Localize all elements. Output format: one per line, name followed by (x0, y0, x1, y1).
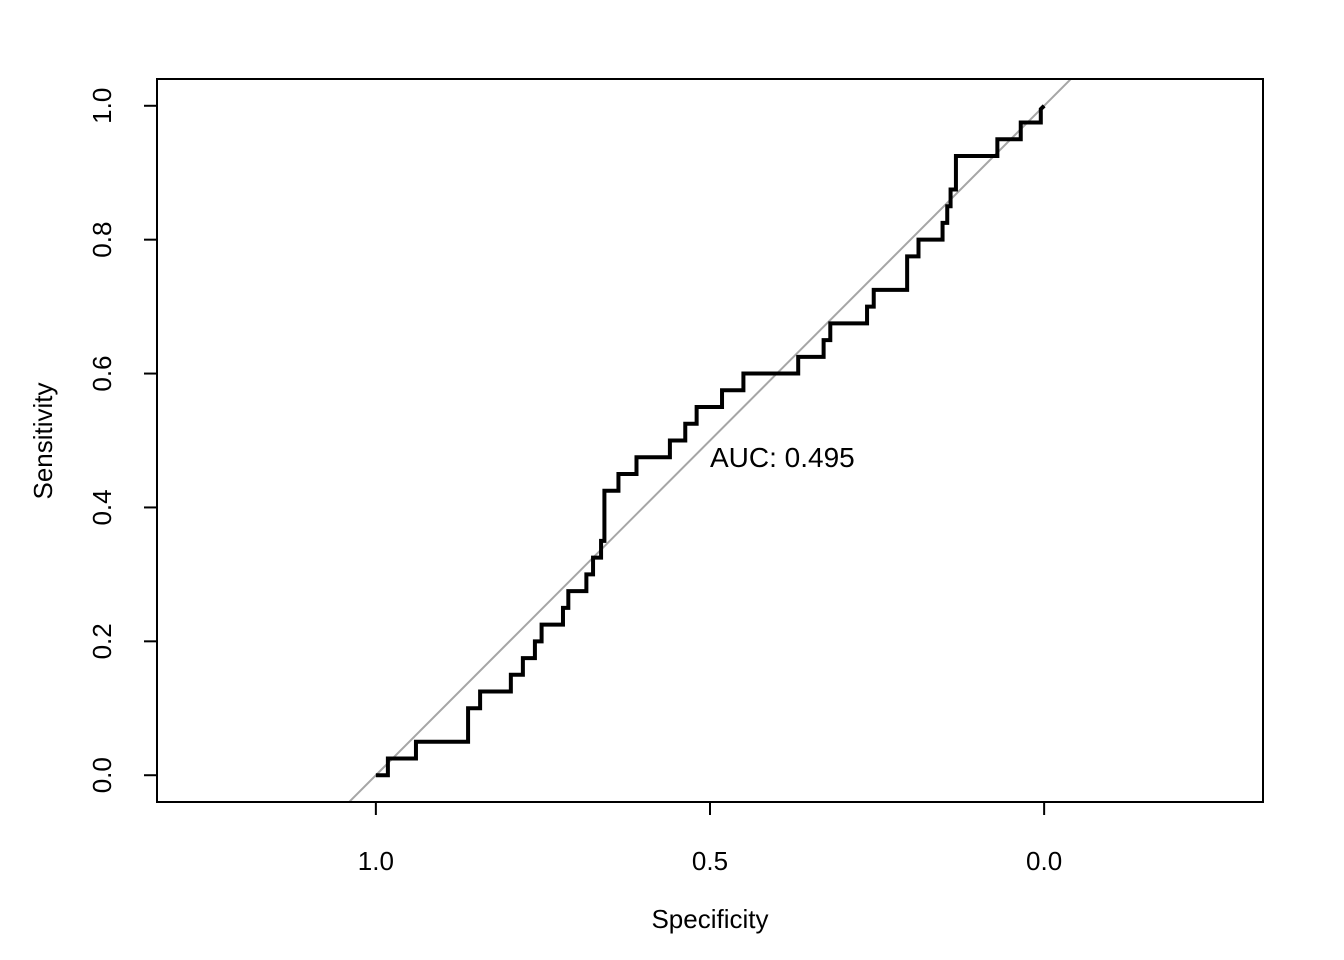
y-tick-label: 0.8 (87, 222, 117, 258)
y-tick-label: 0.4 (87, 489, 117, 525)
x-tick-label: 1.0 (358, 846, 394, 876)
y-tick-label: 0.2 (87, 623, 117, 659)
reference-diagonal-line (347, 79, 1073, 802)
roc-curve-line (375, 104, 1046, 778)
auc-annotation: AUC: 0.495 (710, 442, 855, 473)
y-tick-label: 1.0 (87, 88, 117, 124)
y-tick-label: 0.0 (87, 757, 117, 793)
y-tick-label: 0.6 (87, 355, 117, 391)
y-axis-label: Sensitivity (28, 382, 58, 499)
x-tick-label: 0.0 (1026, 846, 1062, 876)
x-tick-label: 0.5 (692, 846, 728, 876)
x-axis: 1.0 0.5 0.0 (358, 801, 1062, 876)
y-axis: 0.0 0.2 0.4 0.6 0.8 1.0 (87, 88, 158, 793)
x-axis-label: Specificity (651, 904, 768, 934)
plot-area: 1.0 0.5 0.0 0.00.20.40.60.81.0 AUC: 0.495 … (28, 78, 1264, 934)
